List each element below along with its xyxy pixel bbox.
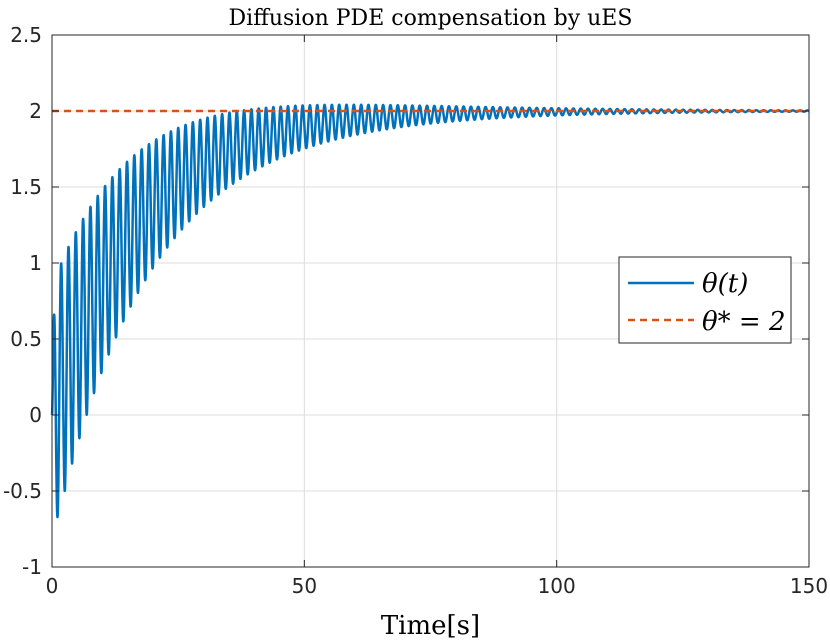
x-tick-label: 150: [790, 574, 828, 598]
y-tick-label: -1: [22, 555, 42, 579]
x-axis-label: Time[s]: [381, 611, 480, 641]
y-tick-label: 0.5: [10, 327, 42, 351]
legend: θ(t) θ* = 2: [618, 256, 792, 344]
y-tick-label: 2: [29, 99, 42, 123]
y-tick-label: -0.5: [3, 479, 42, 503]
x-tick-label: 50: [292, 574, 317, 598]
legend-label-theta: θ(t): [702, 269, 748, 299]
ticks: [51, 34, 810, 568]
series-layer: [50, 103, 811, 519]
tick-labels: 0 50 100 150 -1 -0.5 0 0.5 1 1.5 2 2.5: [3, 23, 828, 598]
legend-box: [618, 256, 792, 344]
chart-title: Diffusion PDE compensation by uES: [229, 6, 633, 31]
y-tick-label: 2.5: [10, 23, 42, 47]
y-tick-label: 0: [29, 403, 42, 427]
x-tick-label: 0: [46, 574, 59, 598]
y-tick-label: 1: [29, 251, 42, 275]
legend-label-theta-star: θ* = 2: [702, 307, 786, 337]
x-tick-label: 100: [538, 574, 576, 598]
axes-frame: [51, 34, 810, 568]
y-tick-label: 1.5: [10, 175, 42, 199]
